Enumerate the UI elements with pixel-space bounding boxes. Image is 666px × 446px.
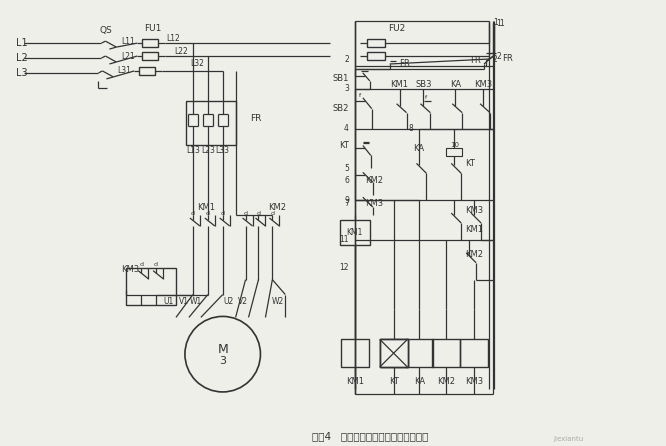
Text: 1: 1 — [496, 19, 501, 28]
Text: L32: L32 — [190, 59, 204, 69]
Text: 1: 1 — [499, 19, 503, 28]
Text: V1: V1 — [179, 297, 189, 306]
Text: 2: 2 — [344, 54, 349, 63]
Bar — [127, 268, 176, 306]
Text: KM2: KM2 — [438, 376, 456, 385]
Text: L31: L31 — [117, 66, 131, 75]
Bar — [341, 339, 369, 367]
Text: d: d — [206, 211, 210, 215]
Text: KM3: KM3 — [121, 265, 139, 274]
Text: L22: L22 — [174, 46, 188, 56]
Text: 2: 2 — [497, 52, 501, 61]
Text: KM3: KM3 — [465, 206, 484, 215]
Text: L13: L13 — [186, 146, 200, 155]
Bar — [143, 39, 158, 47]
Text: KM3: KM3 — [365, 198, 383, 208]
Text: d: d — [220, 211, 224, 215]
Bar — [446, 149, 462, 157]
Text: KA: KA — [414, 376, 425, 385]
Text: 4: 4 — [344, 124, 349, 133]
Bar — [139, 67, 155, 75]
Text: KM1: KM1 — [347, 228, 363, 237]
Bar — [432, 339, 460, 367]
Bar — [380, 339, 408, 367]
Text: L21: L21 — [121, 52, 135, 61]
Text: V2: V2 — [238, 297, 248, 306]
Text: 9: 9 — [344, 196, 349, 205]
Bar — [406, 339, 434, 367]
Text: 3: 3 — [344, 84, 349, 93]
Text: FR: FR — [502, 54, 513, 62]
Text: d: d — [270, 211, 274, 215]
Bar — [143, 52, 158, 60]
Text: KA: KA — [450, 80, 461, 89]
Text: KM3: KM3 — [465, 376, 483, 385]
Text: L12: L12 — [166, 33, 180, 43]
Text: M: M — [217, 343, 228, 356]
Text: 5: 5 — [344, 164, 349, 173]
Text: U1: U1 — [163, 297, 173, 306]
Text: d: d — [244, 211, 248, 215]
Text: FR: FR — [470, 55, 481, 65]
Text: KM1: KM1 — [465, 226, 483, 235]
Bar — [460, 339, 488, 367]
Text: KT: KT — [339, 141, 349, 150]
Text: L11: L11 — [121, 37, 135, 45]
Text: L2: L2 — [16, 53, 28, 63]
Text: KA: KA — [414, 144, 425, 153]
Text: QS: QS — [99, 26, 112, 35]
Text: 10: 10 — [450, 142, 459, 149]
Text: SB1: SB1 — [332, 74, 349, 83]
Text: KM2: KM2 — [268, 202, 286, 211]
Text: jiexiantu: jiexiantu — [553, 436, 583, 442]
Text: L3: L3 — [16, 68, 27, 78]
Text: d: d — [139, 262, 143, 267]
Text: f: f — [426, 95, 428, 100]
Text: FU1: FU1 — [145, 24, 162, 33]
Text: L23: L23 — [201, 146, 214, 155]
Text: 附图4   时间继电器控制双速电机接线图: 附图4 时间继电器控制双速电机接线图 — [312, 432, 428, 442]
Text: KM1: KM1 — [346, 376, 364, 385]
Text: 6: 6 — [344, 176, 349, 185]
Text: KM1: KM1 — [197, 202, 215, 211]
Text: L33: L33 — [216, 146, 230, 155]
Text: KT: KT — [389, 376, 398, 385]
Text: SB2: SB2 — [332, 104, 349, 113]
Text: U2: U2 — [224, 297, 234, 306]
Text: KM2: KM2 — [365, 176, 383, 185]
Text: d: d — [154, 262, 158, 267]
Text: KT: KT — [465, 159, 475, 168]
Bar — [340, 220, 370, 245]
Bar — [340, 11, 509, 399]
Text: f: f — [359, 93, 361, 98]
Bar — [380, 339, 408, 367]
Text: 1: 1 — [493, 18, 498, 27]
Text: d: d — [191, 211, 195, 215]
Text: KM2: KM2 — [465, 250, 483, 259]
Bar — [380, 339, 408, 367]
Text: W2: W2 — [272, 297, 284, 306]
Text: d: d — [256, 211, 260, 215]
Text: 8: 8 — [409, 124, 414, 133]
Bar — [367, 39, 385, 47]
Text: 7: 7 — [344, 198, 349, 208]
Text: 12: 12 — [340, 263, 349, 272]
Text: KM1: KM1 — [390, 80, 408, 89]
Text: 2: 2 — [493, 54, 498, 63]
Text: L1: L1 — [16, 38, 27, 48]
Text: KM3: KM3 — [474, 80, 492, 89]
Text: FR: FR — [250, 114, 262, 123]
Bar — [367, 52, 385, 60]
Text: FR: FR — [400, 59, 410, 69]
Text: 3: 3 — [219, 356, 226, 366]
Text: 11: 11 — [340, 235, 349, 244]
Text: W1: W1 — [190, 297, 202, 306]
Text: FU2: FU2 — [388, 24, 405, 33]
Bar — [186, 101, 236, 145]
Text: SB3: SB3 — [415, 80, 432, 89]
